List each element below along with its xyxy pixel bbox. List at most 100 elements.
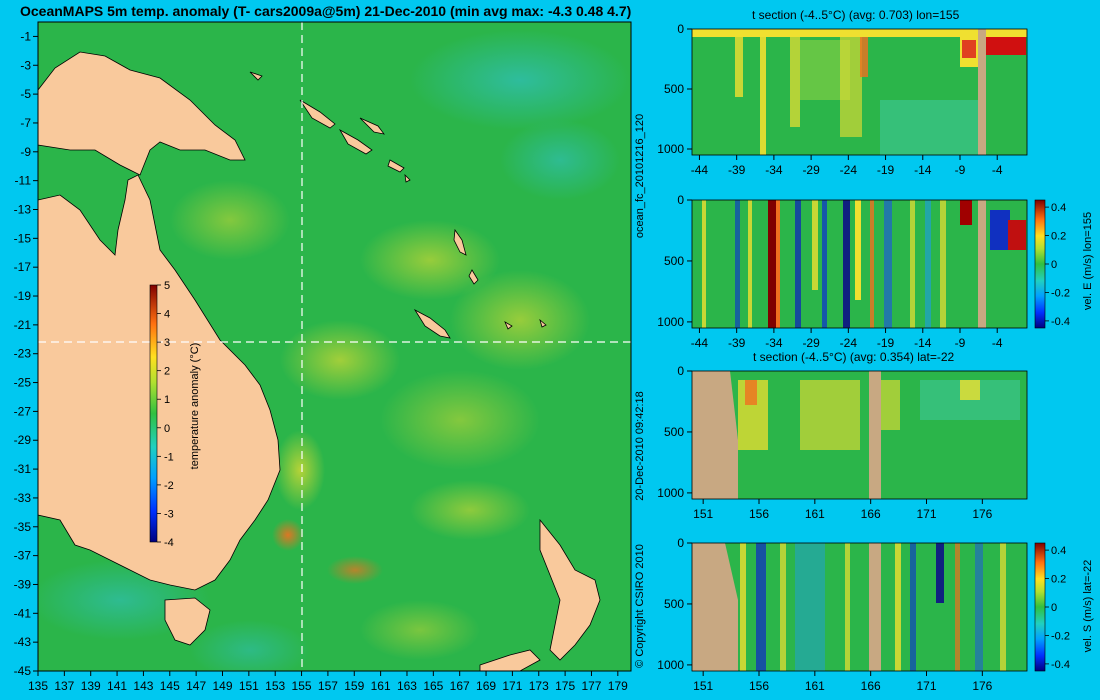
- map-x-tick-label: 151: [239, 679, 259, 693]
- map-colorbar: 5 4 3 2 1 0 -1 -2 -3 -4: [149, 280, 174, 549]
- map-y-tick-label: -41: [14, 606, 32, 620]
- map-colorbar-tick: -2: [164, 480, 174, 492]
- map-y-tick-label: -25: [14, 376, 32, 390]
- section-x-tick-label: -19: [877, 163, 895, 177]
- map-x-tick-label: 135: [28, 679, 48, 693]
- map-y-tick-label: -13: [14, 202, 32, 216]
- generated-timestamp: 20-Dec-2010 09:42:18: [634, 391, 646, 501]
- section-colorbar-tick: 0: [1051, 602, 1057, 614]
- map-y-tick-label: -45: [14, 664, 32, 678]
- map-colorbar-tick: 3: [164, 337, 170, 349]
- map-x-tick-label: 153: [265, 679, 285, 693]
- section-x-tick-label: 156: [749, 679, 769, 693]
- map-colorbar-tick: 4: [164, 309, 170, 321]
- map-y-tick-label: -33: [14, 491, 32, 505]
- map-y-tick-label: -23: [14, 347, 32, 361]
- nz-north-land: [539, 518, 601, 661]
- section-y-tick-label: 500: [664, 254, 684, 268]
- section-colorbar-tick: 0.4: [1051, 202, 1066, 214]
- section-colorbar-tick: -0.2: [1051, 630, 1070, 642]
- map-x-axis: 135 137 139 141 143 145 147 149 151 153 155 157 159 1…: [28, 671, 628, 693]
- t-section-lon-field: [692, 29, 1027, 155]
- new-guinea-land: [37, 51, 246, 176]
- section-axes: -44 -39 -34 -29 -24 -19 -14 -9 -4 0 500 1000 -44 -39 -…: [657, 22, 1070, 693]
- section-x-tick-label: 171: [916, 679, 936, 693]
- t-section-lat-field: [738, 380, 1020, 450]
- section-x-tick-label: -39: [728, 163, 746, 177]
- section-y-tick-label: 1000: [657, 142, 684, 156]
- section-x-tick-label: -14: [914, 336, 932, 350]
- v-section-lat-land: [692, 543, 738, 671]
- section-colorbar-tick: 0.2: [1051, 231, 1066, 243]
- t-section-lon-land: [978, 29, 986, 155]
- t-section-lat-ridge: [869, 371, 881, 499]
- map-x-tick-label: 163: [397, 679, 417, 693]
- section-x-tick-label: -24: [840, 163, 858, 177]
- section-x-tick-label: 166: [861, 679, 881, 693]
- new-caledonia-land: [413, 308, 451, 339]
- map-colorbar-tick: -3: [164, 508, 174, 520]
- map-land: [37, 51, 601, 672]
- map-x-tick-label: 171: [502, 679, 522, 693]
- section-x-tick-label: -44: [691, 336, 709, 350]
- page-title: OceanMAPS 5m temp. anomaly (T- cars2009a…: [20, 3, 632, 19]
- map-y-tick-label: -43: [14, 635, 32, 649]
- t-section-lat-title: t section (-4..5°C) (avg: 0.354) lat=-22: [753, 350, 955, 364]
- map-x-tick-label: 159: [344, 679, 364, 693]
- section-x-tick-label: 151: [693, 507, 713, 521]
- v-section-lon-field: [702, 200, 1026, 328]
- v-section-lat-ridge: [869, 543, 881, 671]
- map-y-tick-label: -11: [15, 174, 32, 188]
- map-y-axis: -1 -3 -5 -7 -9 -11 -13 -15 -17 -19 -21 -23 -25 -27 -29…: [14, 29, 38, 678]
- map-x-tick-label: 165: [423, 679, 443, 693]
- section-x-tick-label: 156: [749, 507, 769, 521]
- t-section-lon-panel: [691, 28, 1028, 156]
- section-x-tick-label: -39: [728, 336, 746, 350]
- t-section-lat-land: [692, 371, 738, 499]
- australia-land: [37, 174, 281, 591]
- section-x-tick-label: 171: [916, 507, 936, 521]
- section-x-tick-label: -34: [765, 336, 783, 350]
- section-y-tick-label: 500: [664, 597, 684, 611]
- section-colorbar-tick: 0.4: [1051, 545, 1066, 557]
- section-y-tick-label: 0: [677, 193, 684, 207]
- section-x-tick-label: 176: [972, 507, 992, 521]
- map-y-tick-label: -37: [14, 549, 32, 563]
- section-colorbar-tick: -0.2: [1051, 287, 1070, 299]
- map-colorbar-tick: 0: [164, 423, 170, 435]
- map-x-tick-label: 143: [133, 679, 153, 693]
- run-id-label: ocean_fc_20101216_120: [634, 113, 646, 239]
- section-x-tick-label: -34: [765, 163, 783, 177]
- section-x-tick-label: -14: [914, 163, 932, 177]
- map-y-tick-label: -17: [14, 260, 32, 274]
- map-x-tick-label: 177: [581, 679, 601, 693]
- map-colorbar-tick: -1: [164, 451, 174, 463]
- map-x-tick-label: 167: [450, 679, 470, 693]
- map-x-tick-label: 155: [292, 679, 312, 693]
- map-x-tick-label: 179: [608, 679, 628, 693]
- map-colorbar-tick: 1: [164, 394, 170, 406]
- section-x-tick-label: -29: [802, 336, 820, 350]
- map-colorbar-label: temperature anomaly (°C): [189, 342, 201, 470]
- map-x-tick-label: 141: [107, 679, 127, 693]
- map-y-tick-label: -3: [20, 58, 31, 72]
- v-section-lon-panel: [691, 199, 1046, 329]
- map-x-tick-label: 145: [160, 679, 180, 693]
- section-y-tick-label: 1000: [657, 315, 684, 329]
- map-colorbar-tick: 5: [164, 280, 170, 292]
- map-x-tick-label: 173: [529, 679, 549, 693]
- tasmania-land: [164, 597, 211, 646]
- map-y-tick-label: -21: [14, 318, 32, 332]
- section-x-tick-label: 161: [805, 507, 825, 521]
- map-colorbar-tick: -4: [164, 537, 174, 549]
- section-y-tick-label: 500: [664, 425, 684, 439]
- map-x-tick-label: 157: [318, 679, 338, 693]
- map-y-tick-label: -29: [14, 433, 32, 447]
- section-x-tick-label: -4: [992, 336, 1003, 350]
- section-x-tick-label: 151: [693, 679, 713, 693]
- map-y-tick-label: -1: [20, 29, 31, 43]
- section-x-tick-label: -9: [955, 163, 966, 177]
- v-section-lat-panel: [691, 542, 1046, 672]
- map-y-tick-label: -15: [14, 231, 32, 245]
